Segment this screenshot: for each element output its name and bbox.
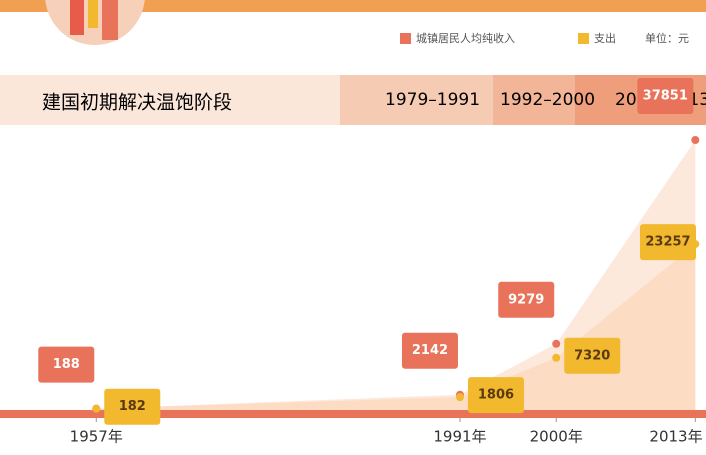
data-label: 9279	[508, 292, 544, 307]
area	[96, 244, 695, 410]
legend-label: 支出	[594, 31, 616, 45]
decor	[70, 0, 84, 35]
point	[552, 340, 560, 348]
point	[456, 393, 464, 401]
unit-label: 单位：元	[645, 31, 689, 45]
phase-label: 建国初期解决温饱阶段	[42, 92, 232, 114]
decor	[102, 0, 118, 40]
legend-swatch	[578, 33, 589, 44]
point	[552, 354, 560, 362]
x-tick-label: 1991年	[433, 428, 486, 446]
data-label: 188	[53, 357, 80, 372]
data-label: 2142	[412, 343, 448, 358]
x-tick-label: 2013年	[649, 428, 702, 446]
x-tick-label: 1957年	[70, 428, 123, 446]
point	[691, 136, 699, 144]
data-label: 37851	[643, 89, 688, 104]
x-tick-label: 2000年	[530, 428, 583, 446]
data-label: 23257	[645, 235, 690, 250]
phase-label: 1992–2000	[500, 90, 595, 110]
chart: 建国初期解决温饱阶段 1979–1991 1992–2000 2001–2013…	[0, 0, 706, 451]
phase-label: 1979–1991	[385, 90, 480, 110]
decor	[88, 0, 98, 28]
data-label: 1806	[478, 388, 514, 403]
legend-swatch	[400, 33, 411, 44]
data-label: 7320	[574, 348, 610, 363]
data-label: 182	[119, 399, 146, 414]
point	[92, 405, 100, 413]
legend-label: 城镇居民人均纯收入	[416, 31, 515, 45]
